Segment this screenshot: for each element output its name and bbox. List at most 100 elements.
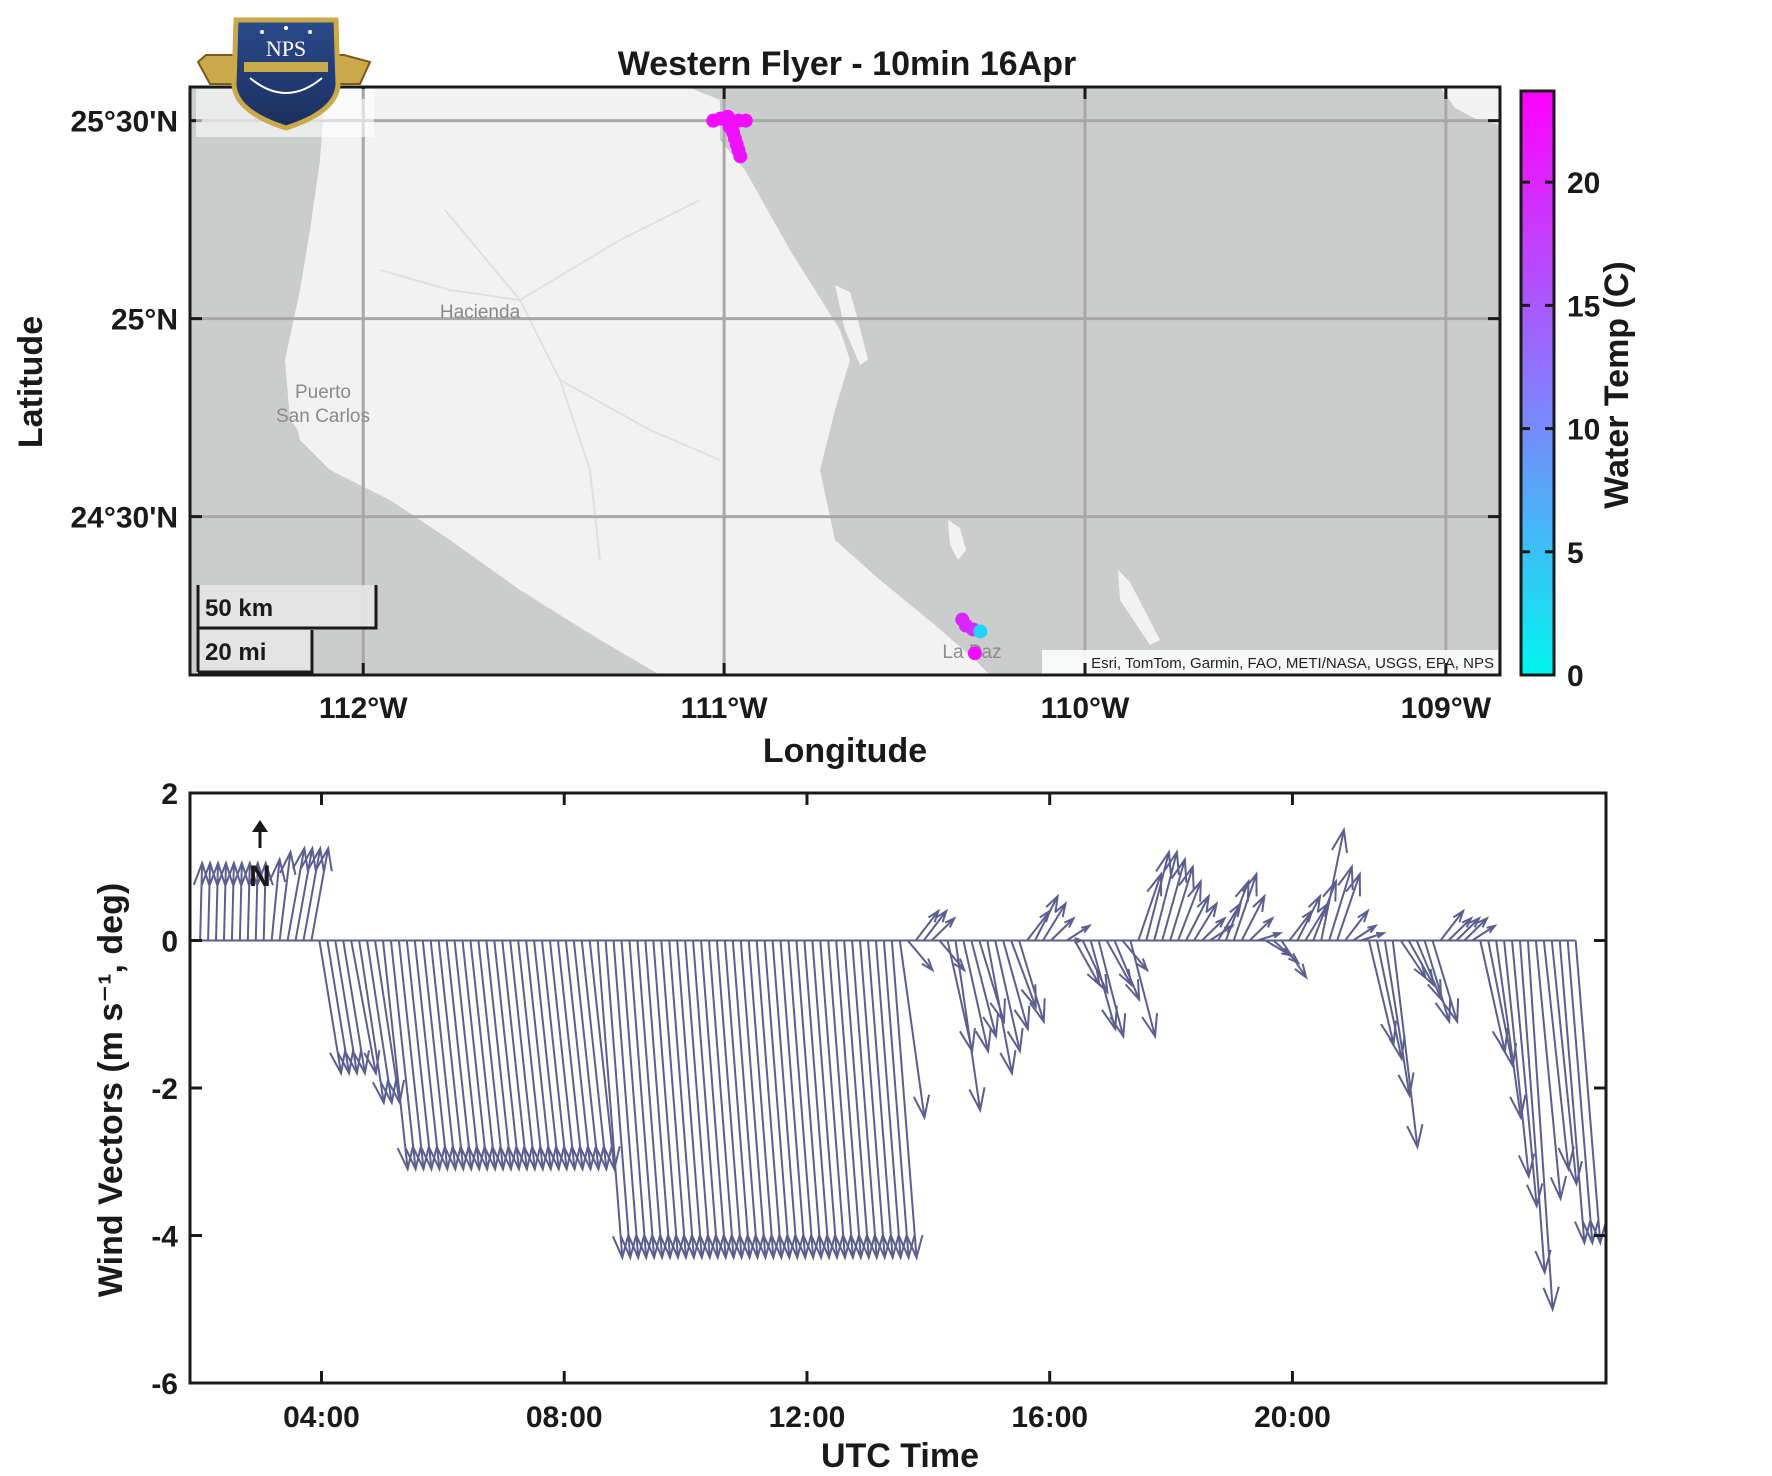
wind-vector — [1018, 940, 1046, 1025]
wind-vector — [1320, 826, 1348, 941]
wind-vector — [541, 940, 573, 1173]
wind-vector — [660, 940, 693, 1261]
wind-vector — [397, 940, 430, 1173]
wind-vector — [747, 940, 781, 1261]
wind-vector — [1185, 893, 1211, 941]
wind-vector — [224, 860, 243, 941]
quiver-y-tick-labels: 2 0 -2 -4 -6 — [151, 778, 178, 1401]
mainland-east — [1440, 87, 1500, 125]
wind-vector — [381, 940, 414, 1173]
wind-vector — [326, 940, 355, 1077]
magdalena-lagoon — [190, 87, 660, 675]
quiver-y-tick-label: 2 — [161, 778, 178, 811]
wind-vector — [429, 940, 462, 1173]
quiver-y-tick-label: -6 — [151, 1368, 178, 1401]
wind-vector — [739, 940, 773, 1261]
wind-vector — [1566, 940, 1600, 1246]
svg-text:NPS: NPS — [266, 36, 306, 61]
wind-vector — [700, 940, 733, 1261]
wind-vector — [405, 940, 438, 1173]
quiver-x-tick-label: 20:00 — [1254, 1401, 1331, 1434]
wind-vector — [302, 845, 325, 941]
wind-vector — [358, 940, 390, 1106]
wind-vector — [1550, 940, 1583, 1187]
wind-vector — [1280, 939, 1308, 980]
wind-vector — [1066, 924, 1092, 942]
wind-vector — [1129, 940, 1159, 1040]
quiver-x-tick-label: 08:00 — [526, 1401, 603, 1434]
wind-vector — [192, 860, 211, 941]
wind-vector — [986, 940, 1017, 1077]
wind-vector — [248, 860, 266, 941]
wind-vector — [636, 940, 670, 1261]
wind-vector — [437, 940, 470, 1173]
wind-vector — [874, 940, 908, 1261]
wind-vector — [533, 940, 565, 1173]
wind-vector — [1383, 940, 1415, 1099]
wind-vector — [1352, 924, 1379, 942]
map-y-tick-label: 25°N — [111, 304, 178, 337]
north-label: N — [249, 860, 271, 893]
wind-vector — [501, 940, 534, 1173]
colorbar — [1519, 89, 1556, 677]
wind-vector — [294, 845, 317, 941]
wind-vector — [882, 940, 916, 1261]
wind-vector — [970, 940, 999, 1040]
wind-vector — [1002, 940, 1031, 1032]
wind-vector — [1240, 893, 1266, 941]
wind-vector — [795, 940, 829, 1261]
map-y-tick-label: 24°30'N — [70, 502, 178, 535]
map-ylabel: Latitude — [12, 316, 50, 448]
wind-vector — [286, 845, 309, 941]
wind-vector — [1097, 940, 1127, 1040]
scale-mi: 20 mi — [205, 639, 266, 666]
colorbar-tick-label: 5 — [1567, 537, 1584, 570]
barrier-island — [290, 170, 345, 470]
wind-vector — [1439, 908, 1465, 942]
wind-vector — [962, 940, 992, 1055]
wind-vector — [763, 940, 797, 1261]
north-indicator: N — [249, 820, 271, 893]
map-x-tick-label: 111°W — [681, 692, 769, 725]
track-point — [738, 113, 753, 128]
wind-vector — [1534, 940, 1568, 1202]
wind-vector — [715, 940, 749, 1261]
wind-vector — [1423, 940, 1452, 1025]
wind-vector — [1447, 916, 1474, 942]
place-san-carlos: San Carlos — [276, 406, 370, 427]
wind-vector — [1177, 878, 1202, 941]
wind-vector — [779, 940, 813, 1261]
wind-vector — [819, 940, 852, 1261]
wind-vector — [1145, 849, 1172, 941]
wind-vector — [1137, 871, 1163, 941]
wind-vector — [1248, 916, 1275, 942]
wind-vector — [731, 940, 765, 1261]
place-puerto: Puerto — [295, 382, 351, 403]
map-y-tick-labels: 25°30'N 25°N 24°30'N — [70, 106, 178, 535]
wind-vector — [517, 940, 550, 1173]
wind-vector — [461, 940, 494, 1173]
wind-vector — [668, 940, 701, 1261]
quiver-y-tick-label: -4 — [151, 1221, 178, 1254]
wind-vector — [1034, 893, 1060, 941]
track-points — [706, 109, 988, 661]
wind-vector — [268, 856, 287, 941]
quiver-y-tick-label: 0 — [161, 926, 178, 959]
wind-vector — [620, 940, 654, 1261]
wind-vector — [1336, 871, 1361, 941]
wind-vector — [421, 940, 454, 1173]
island-carmen — [835, 285, 868, 365]
track-point — [973, 624, 988, 639]
wind-vector — [1344, 908, 1370, 942]
wind-vector — [509, 940, 542, 1173]
wind-vector — [1455, 916, 1482, 942]
wind-vector — [628, 940, 662, 1261]
wind-vector — [1471, 924, 1498, 942]
quiver-axis-ticks — [190, 791, 1606, 1385]
quiver-y-tick-label: -2 — [151, 1073, 178, 1106]
wind-vector — [596, 940, 630, 1261]
scale-km: 50 km — [205, 595, 273, 622]
map-frame — [188, 85, 1502, 677]
wind-vector — [1042, 901, 1068, 942]
wind-vector — [572, 940, 605, 1173]
